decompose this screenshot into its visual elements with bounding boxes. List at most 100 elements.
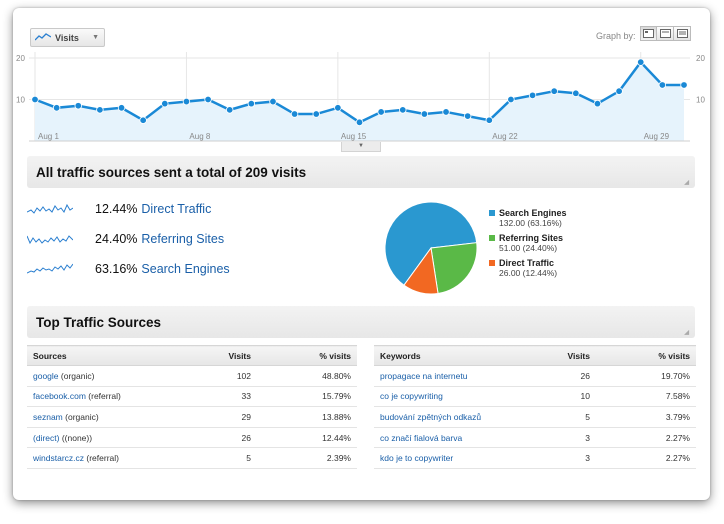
visits-cell: 102 bbox=[197, 365, 257, 387]
keyword-link[interactable]: kdo je to copywriter bbox=[380, 453, 454, 464]
sources-table: Sources Visits % visits google (organic)… bbox=[27, 345, 357, 469]
data-point[interactable] bbox=[139, 116, 147, 124]
data-point[interactable] bbox=[658, 81, 667, 89]
column-header[interactable]: Keywords bbox=[374, 345, 536, 366]
graph-by-day-button[interactable] bbox=[640, 26, 657, 41]
table-row: seznam (organic) 29 13.88% bbox=[27, 406, 357, 428]
legend-swatch bbox=[489, 235, 495, 241]
visits-cell: 29 bbox=[197, 406, 257, 428]
keyword-link[interactable]: budování zpětných odkazů bbox=[380, 411, 482, 422]
data-point[interactable] bbox=[528, 91, 537, 100]
graph-by-month-button[interactable] bbox=[674, 26, 691, 41]
table-header-row: Keywords Visits % visits bbox=[374, 345, 696, 366]
x-tick-label: Aug 1 bbox=[38, 132, 59, 141]
visits-cell: 5 bbox=[536, 406, 596, 428]
data-point[interactable] bbox=[269, 97, 277, 106]
keyword-cell: co značí fialová barva bbox=[374, 427, 536, 449]
traffic-pie-chart bbox=[384, 201, 478, 295]
metric-selector[interactable]: Visits ▼ bbox=[30, 28, 105, 47]
keyword-cell: kdo je to copywriter bbox=[374, 447, 536, 469]
data-point[interactable] bbox=[355, 118, 364, 127]
column-header[interactable]: Sources bbox=[27, 345, 197, 366]
source-link[interactable]: facebook.com bbox=[33, 391, 86, 402]
data-point[interactable] bbox=[247, 99, 256, 108]
source-link[interactable]: windstarcz.cz bbox=[33, 453, 85, 464]
line-chart-icon bbox=[35, 33, 51, 41]
legend-name: Direct Traffic bbox=[499, 258, 555, 268]
traffic-summary-title: All traffic sources sent a total of 209 … bbox=[36, 164, 307, 180]
source-link[interactable]: seznam bbox=[33, 411, 63, 422]
data-point[interactable] bbox=[399, 106, 407, 114]
series-area bbox=[35, 62, 684, 141]
data-point[interactable] bbox=[334, 104, 342, 112]
column-header[interactable]: Visits bbox=[536, 345, 596, 366]
keyword-link[interactable]: co je copywriting bbox=[380, 391, 443, 402]
graph-by-week-button[interactable] bbox=[657, 26, 674, 41]
data-point[interactable] bbox=[161, 99, 169, 108]
data-point[interactable] bbox=[485, 116, 493, 124]
percent-cell: 2.27% bbox=[596, 447, 696, 469]
data-point[interactable] bbox=[225, 106, 234, 114]
column-header[interactable]: Visits bbox=[197, 345, 257, 366]
direct-traffic-link[interactable]: Direct Traffic bbox=[141, 202, 212, 216]
day-icon bbox=[643, 29, 654, 38]
data-point[interactable] bbox=[377, 108, 385, 116]
traffic-summary-header: All traffic sources sent a total of 209 … bbox=[27, 156, 695, 188]
visits-chart: 20 20 10 10 Aug 1 Aug 8 Aug 15 Aug 22 Aug 29 bbox=[13, 48, 710, 148]
keyword-link[interactable]: co značí fialová barva bbox=[380, 432, 463, 443]
x-tick-label: Aug 29 bbox=[644, 132, 670, 141]
data-point[interactable] bbox=[96, 106, 104, 114]
data-point[interactable] bbox=[204, 95, 212, 104]
source-cell: windstarcz.cz (referral) bbox=[27, 447, 197, 469]
percent-cell: 13.88% bbox=[257, 406, 357, 428]
data-point[interactable] bbox=[507, 95, 515, 104]
data-point[interactable] bbox=[593, 99, 602, 108]
visits-line-chart: 20 20 10 10 Aug 1 Aug 8 Aug 15 Aug 22 Aug 29 bbox=[16, 52, 705, 142]
percent-cell: 19.70% bbox=[596, 365, 696, 387]
source-cell: (direct) ((none)) bbox=[27, 427, 197, 449]
data-point[interactable] bbox=[615, 87, 623, 95]
visits-cell: 33 bbox=[197, 386, 257, 408]
data-point[interactable] bbox=[52, 104, 61, 112]
data-point[interactable] bbox=[680, 81, 688, 89]
data-point[interactable] bbox=[572, 89, 580, 97]
referring-sites-link[interactable]: Referring Sites bbox=[141, 232, 225, 246]
pie-slice-referring-sites[interactable] bbox=[430, 242, 478, 295]
data-point[interactable] bbox=[463, 112, 472, 120]
pie-slice-direct-traffic[interactable] bbox=[403, 246, 439, 295]
source-link[interactable]: google bbox=[33, 370, 59, 381]
y-tick-label-right: 20 bbox=[696, 54, 705, 63]
collapse-chart-toggle[interactable]: ▼ bbox=[341, 142, 381, 152]
keyword-cell: budování zpětných odkazů bbox=[374, 406, 536, 428]
pie-legend: Search Engines 132.00 (63.16%) Referring… bbox=[489, 208, 567, 283]
source-link[interactable]: (direct) bbox=[33, 432, 60, 443]
data-point[interactable] bbox=[290, 110, 299, 118]
percent-cell: 48.80% bbox=[257, 365, 357, 387]
data-point[interactable] bbox=[312, 110, 320, 118]
data-point[interactable] bbox=[420, 110, 429, 118]
y-tick-label: 20 bbox=[16, 54, 25, 63]
pie-slice-search-engines[interactable] bbox=[384, 201, 478, 286]
x-tick-label: Aug 22 bbox=[492, 132, 518, 141]
source-cell: google (organic) bbox=[27, 365, 197, 387]
graph-by-buttons bbox=[640, 26, 691, 41]
data-point[interactable] bbox=[117, 104, 126, 112]
legend-name: Referring Sites bbox=[499, 233, 564, 243]
column-header[interactable]: % visits bbox=[257, 345, 357, 366]
source-cell: seznam (organic) bbox=[27, 406, 197, 428]
data-point[interactable] bbox=[182, 97, 191, 106]
x-tick-label: Aug 8 bbox=[189, 132, 210, 141]
data-point[interactable] bbox=[637, 58, 645, 66]
data-point[interactable] bbox=[31, 95, 39, 104]
legend-name: Search Engines bbox=[499, 208, 567, 218]
visits-cell: 26 bbox=[197, 427, 257, 449]
column-header[interactable]: % visits bbox=[596, 345, 696, 366]
search-engines-link[interactable]: Search Engines bbox=[141, 262, 230, 276]
direct-percent: 12.44% bbox=[95, 202, 138, 216]
table-row: windstarcz.cz (referral) 5 2.39% bbox=[27, 447, 357, 469]
data-point[interactable] bbox=[550, 87, 558, 95]
keyword-link[interactable]: propagace na internetu bbox=[380, 370, 468, 381]
data-point[interactable] bbox=[442, 108, 450, 116]
data-point[interactable] bbox=[74, 102, 82, 110]
